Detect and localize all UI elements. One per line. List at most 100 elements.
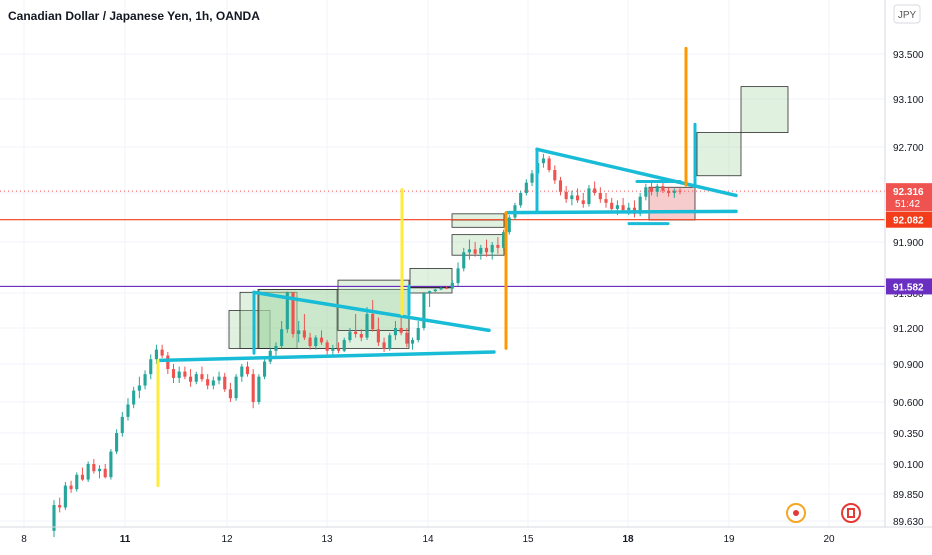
candle-body [211, 380, 215, 386]
candle-body [456, 268, 460, 284]
target-box[interactable] [228, 310, 271, 349]
candle-body [479, 247, 483, 254]
candle-body [445, 287, 449, 289]
candle-body [331, 348, 335, 351]
candle-body [558, 180, 563, 192]
candle-body [524, 182, 528, 193]
candle-body [58, 505, 62, 508]
candle-body [530, 173, 534, 183]
candle-body [564, 191, 568, 200]
candle-body [166, 355, 170, 370]
price-tick-label: 90.100 [893, 460, 924, 471]
last-price-tag [886, 183, 932, 212]
candle-body [280, 329, 284, 346]
candle-body [388, 335, 392, 349]
triangle-lower-trendline[interactable] [158, 350, 496, 363]
last-price-label: 92.316 [893, 187, 924, 198]
candle-body [336, 348, 341, 351]
candle-body [410, 340, 415, 344]
candle-body [132, 390, 136, 405]
candle-body [655, 186, 659, 192]
price-tick-label: 89.630 [893, 517, 924, 528]
candle-body [621, 205, 625, 211]
currency-button[interactable]: JPY [893, 4, 921, 24]
target-box[interactable] [409, 267, 453, 288]
canada-flag-icon[interactable] [841, 503, 861, 523]
candle-body [553, 170, 557, 181]
candle-body [234, 376, 238, 399]
time-tick-label: 15 [522, 534, 534, 545]
candle-body [177, 371, 181, 378]
candle-body [160, 349, 164, 356]
triangle-upper-trendline[interactable] [252, 290, 491, 333]
candle-body [371, 314, 375, 330]
target-box[interactable] [696, 132, 742, 177]
chart-title: Canadian Dollar / Japanese Yen, 1h, OAND… [8, 9, 260, 23]
target-box[interactable] [451, 219, 505, 228]
candle-body [302, 330, 306, 338]
time-tick-label: 20 [823, 534, 835, 545]
candle-body [217, 376, 221, 381]
countdown-label: 51:42 [895, 199, 920, 210]
candle-body [126, 404, 130, 417]
candle-body [154, 349, 159, 360]
canada-flag-center-icon [849, 510, 853, 516]
candle-body [399, 328, 403, 333]
target-box[interactable] [740, 86, 789, 133]
candle-body [97, 468, 102, 472]
candle-body [484, 247, 489, 253]
time-axis[interactable]: 8 11 12 13 14 15 18 19 20 [21, 534, 835, 545]
candle-body [103, 468, 107, 478]
time-tick-label: 11 [120, 534, 131, 545]
candle-body [325, 342, 329, 351]
currency-button-label[interactable]: JPY [898, 10, 917, 21]
candle-body [86, 464, 90, 480]
candle-body [348, 331, 352, 340]
candle-body [308, 337, 312, 346]
candle-body [63, 485, 67, 508]
candle-body [228, 389, 232, 399]
candle-body [473, 249, 477, 254]
candle-body [149, 359, 153, 375]
candle-body [496, 244, 500, 248]
candle-body [359, 334, 363, 338]
currency-button-frame[interactable] [893, 4, 921, 24]
candle-body [627, 207, 631, 211]
candle-body [547, 158, 551, 170]
target-box[interactable] [451, 213, 505, 221]
candle-body [507, 217, 511, 233]
candle-body [575, 195, 580, 201]
candle-body [610, 202, 614, 209]
price-tick-label: 91.300 [893, 289, 924, 300]
triangle-upper-trendline[interactable] [535, 147, 738, 198]
candle-body [274, 346, 278, 351]
economic-event-icon[interactable] [786, 503, 806, 523]
candle-body [672, 190, 676, 193]
level-price-tag [886, 278, 932, 295]
candle-body [143, 374, 147, 386]
candle-body [433, 289, 437, 292]
event-dot-icon [793, 510, 799, 516]
target-box[interactable] [451, 234, 505, 256]
candle-body [462, 252, 466, 269]
drawing-lines[interactable] [156, 46, 738, 488]
candle-body [604, 199, 608, 203]
candle-body [291, 292, 295, 334]
candle-body [354, 331, 358, 334]
horizontal-level-lines[interactable] [0, 190, 885, 288]
triangle-lower-trendline[interactable] [506, 209, 738, 215]
price-tick-label: 91.200 [893, 324, 924, 335]
candle-body [439, 287, 443, 290]
candle-body [262, 361, 267, 377]
time-tick-label: 19 [723, 534, 735, 545]
candle-body [581, 200, 585, 205]
candle-body [206, 379, 210, 386]
time-tick-label: 13 [321, 534, 333, 545]
candle-body [428, 291, 432, 293]
candle-body [200, 374, 204, 380]
candle-body [189, 376, 193, 382]
stop-box[interactable] [648, 186, 696, 221]
